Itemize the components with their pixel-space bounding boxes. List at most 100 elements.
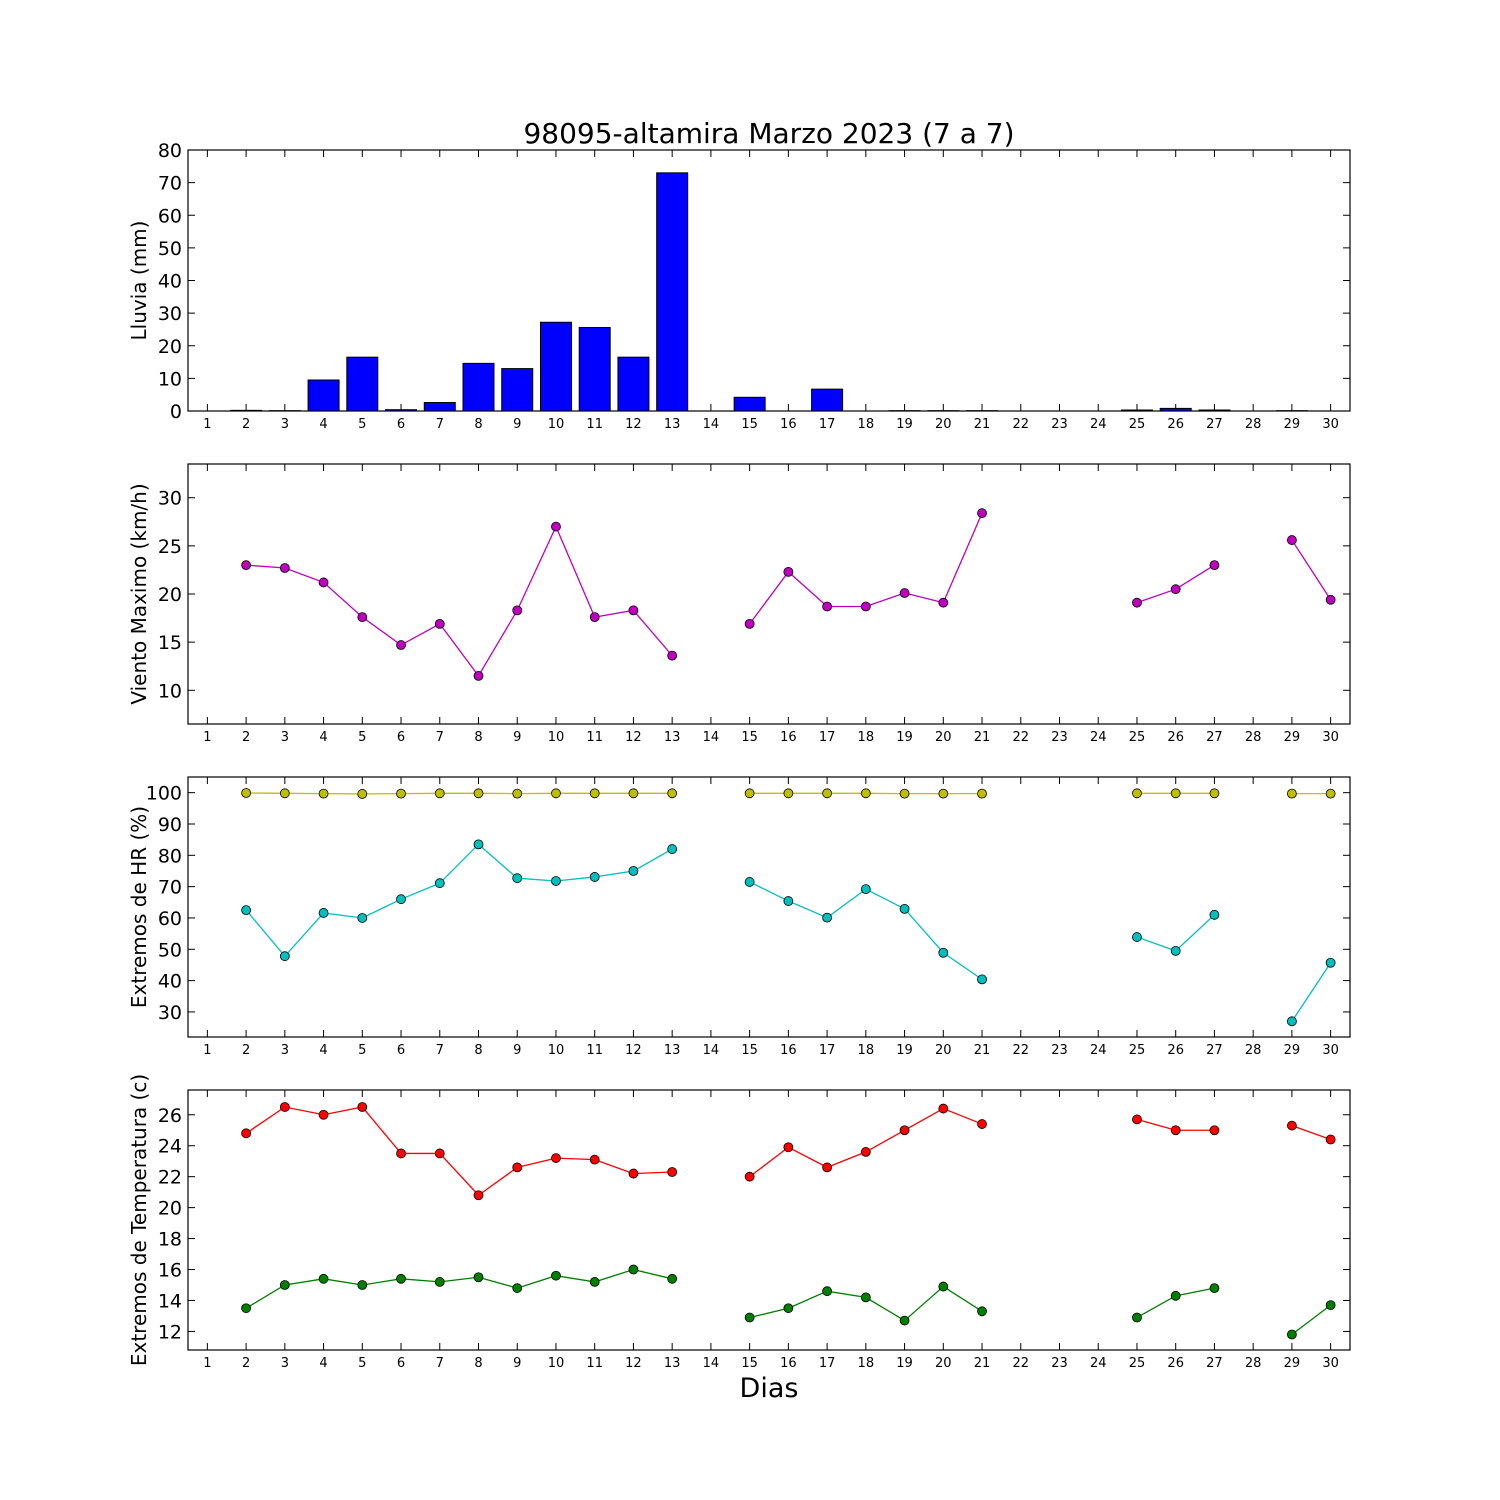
data-point: [589, 612, 600, 623]
data-point: [899, 788, 910, 799]
data-point: [783, 1142, 794, 1153]
data-point: [279, 951, 290, 962]
data-point: [1287, 1016, 1297, 1027]
data-point: [744, 1312, 755, 1323]
data-point: [783, 896, 794, 906]
x-tick-label: 14: [703, 1356, 720, 1371]
data-point: [628, 1264, 639, 1275]
x-tick-label: 13: [664, 1043, 681, 1058]
data-point: [822, 601, 832, 612]
data-point: [822, 1162, 832, 1173]
data-point: [744, 788, 755, 799]
data-point: [551, 876, 561, 886]
data-point: [589, 872, 600, 882]
data-point: [1325, 788, 1336, 799]
x-tick-label: 6: [397, 1043, 405, 1058]
data-point: [977, 1306, 987, 1317]
data-point: [357, 789, 368, 799]
data-point: [241, 1128, 252, 1139]
series-line: [246, 792, 673, 795]
x-tick-label: 17: [819, 1043, 836, 1058]
x-tick-label: 27: [1206, 1356, 1223, 1371]
chart-title: 98095-altamira Marzo 2023 (7 a 7): [523, 117, 1014, 150]
series-line: [1291, 1304, 1332, 1336]
data-point: [1132, 932, 1142, 942]
x-tick-label: 12: [625, 417, 642, 432]
x-tick-label: 3: [281, 1043, 289, 1058]
data-point: [938, 947, 949, 958]
x-tick-label: 5: [358, 1043, 366, 1058]
data-point: [241, 788, 252, 798]
data-point: [744, 618, 755, 629]
bar: [307, 379, 340, 412]
data-point: [1132, 1312, 1142, 1323]
x-tick-label: 25: [1129, 1043, 1146, 1058]
x-tick-label: 24: [1090, 1356, 1107, 1371]
x-tick-label: 8: [474, 417, 482, 432]
x-tick-label: 7: [436, 730, 444, 745]
data-point: [551, 1270, 561, 1281]
data-point: [667, 650, 678, 661]
data-point: [241, 905, 252, 916]
data-point: [473, 1272, 484, 1283]
y-tick-label: 50: [158, 238, 182, 260]
x-axis-label: Dias: [740, 1373, 799, 1404]
data-point: [512, 1283, 523, 1293]
data-point: [899, 903, 910, 914]
data-point: [938, 597, 949, 608]
x-tick-label: 7: [436, 417, 444, 432]
x-tick-label: 27: [1206, 730, 1223, 745]
data-point: [551, 788, 561, 799]
data-point: [977, 1119, 987, 1129]
x-tick-label: 30: [1322, 730, 1339, 745]
x-tick-label: 21: [974, 1356, 991, 1371]
x-tick-label: 25: [1129, 730, 1146, 745]
x-tick-label: 15: [741, 417, 758, 432]
bar: [423, 402, 456, 412]
y-tick-label: 60: [158, 908, 182, 930]
data-point: [667, 1273, 678, 1284]
data-point: [899, 588, 910, 598]
x-tick-label: 2: [242, 730, 250, 745]
x-tick-label: 21: [974, 417, 991, 432]
x-tick-label: 13: [664, 417, 681, 432]
x-tick-label: 3: [281, 1356, 289, 1371]
x-tick-label: 7: [436, 1356, 444, 1371]
x-tick-label: 4: [319, 1043, 327, 1058]
x-tick-label: 22: [1012, 1043, 1029, 1058]
data-point: [1287, 1329, 1297, 1340]
y-tick-label: 30: [158, 488, 182, 510]
data-point: [1132, 1114, 1142, 1125]
x-tick-label: 1: [203, 1043, 211, 1058]
data-point: [512, 873, 523, 884]
x-tick-label: 24: [1090, 1043, 1107, 1058]
y-tick-label: 25: [158, 536, 182, 558]
data-point: [279, 1280, 290, 1290]
data-point: [241, 560, 252, 571]
data-point: [1325, 1134, 1336, 1145]
y-tick-label: 70: [158, 877, 182, 899]
data-point: [744, 877, 755, 887]
data-point: [357, 913, 368, 923]
x-tick-label: 23: [1051, 1356, 1068, 1371]
data-point: [434, 618, 445, 629]
series-lluvia-0: [230, 172, 1308, 412]
x-tick-label: 22: [1012, 1356, 1029, 1371]
x-tick-label: 19: [896, 417, 913, 432]
data-point: [1170, 584, 1181, 595]
series-temperatura-1: [241, 1264, 1336, 1340]
x-tick-label: 29: [1284, 417, 1301, 432]
x-tick-label: 11: [586, 417, 603, 432]
x-tick-label: 8: [474, 730, 482, 745]
data-point: [1209, 560, 1220, 571]
bar: [462, 362, 495, 412]
x-tick-label: 12: [625, 1043, 642, 1058]
x-tick-label: 9: [513, 1043, 521, 1058]
data-point: [1287, 535, 1297, 545]
x-tick-label: 28: [1245, 1043, 1262, 1058]
y-axis-label: Lluvia (mm): [127, 221, 151, 341]
x-tick-label: 18: [858, 417, 875, 432]
